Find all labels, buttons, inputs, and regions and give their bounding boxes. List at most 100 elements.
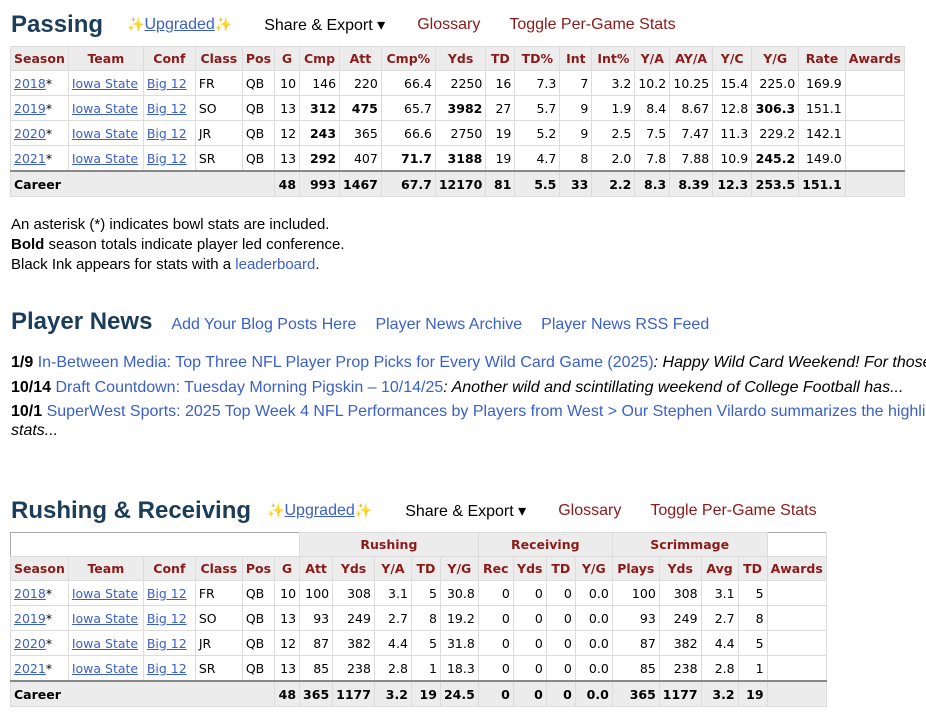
column-header[interactable]: Cmp% <box>380 46 436 71</box>
column-header[interactable]: Yds <box>512 556 547 581</box>
column-header[interactable]: Y/C <box>712 46 753 71</box>
column-header[interactable]: Plays <box>611 556 660 581</box>
column-header[interactable]: Team <box>67 556 144 581</box>
column-header[interactable]: Class <box>194 556 243 581</box>
column-header[interactable]: Rec <box>477 556 514 581</box>
column-header[interactable]: TD <box>410 556 441 581</box>
stat-cell: 4.7 <box>514 145 561 172</box>
column-header[interactable]: Int <box>559 46 593 71</box>
season-link[interactable]: 2019 <box>14 100 46 116</box>
column-header[interactable]: Awards <box>766 556 827 581</box>
column-header[interactable]: TD% <box>514 46 561 71</box>
glossary-button[interactable]: Glossary <box>417 16 481 33</box>
news-link[interactable]: Draft Countdown: Tuesday Morning Pigskin… <box>55 379 444 396</box>
column-header[interactable]: Awards <box>844 46 905 71</box>
stat-cell: 238 <box>658 655 702 682</box>
column-header[interactable]: Int% <box>591 46 636 71</box>
share-export-button[interactable]: Share & Export ▾ <box>264 17 386 34</box>
column-header[interactable]: Att <box>339 46 382 71</box>
news-archive-link[interactable]: Player News Archive <box>375 316 523 333</box>
stat-cell: 3.2 <box>373 680 412 707</box>
team-link[interactable]: Iowa State <box>71 125 139 141</box>
season-link[interactable]: 2020 <box>14 125 46 141</box>
toggle-per-game-button[interactable]: Toggle Per-Game Stats <box>509 16 676 33</box>
conf-link[interactable]: Big 12 <box>146 100 187 116</box>
bold-note: Bold season totals indicate player led c… <box>11 236 345 253</box>
team-link[interactable]: Iowa State <box>71 585 139 601</box>
column-header[interactable]: Y/A <box>373 556 412 581</box>
stat-cell: 407 <box>339 145 382 172</box>
season-link[interactable]: 2019 <box>14 610 46 626</box>
stat-cell: 4.4 <box>700 630 739 656</box>
conf-link[interactable]: Big 12 <box>146 150 187 166</box>
column-header[interactable]: G <box>274 46 301 71</box>
column-header[interactable]: Conf <box>142 556 196 581</box>
column-header[interactable]: G <box>274 556 301 581</box>
rss-feed-link[interactable]: Player News RSS Feed <box>541 316 710 333</box>
conf-link[interactable]: Big 12 <box>146 75 187 91</box>
column-header[interactable]: Class <box>194 46 243 71</box>
column-header[interactable]: Yds <box>434 46 487 71</box>
upgraded-link[interactable]: Upgraded <box>284 502 355 519</box>
season-link[interactable]: 2021 <box>14 150 46 166</box>
column-header[interactable]: Pos <box>241 556 276 581</box>
stat-cell: 2.8 <box>373 655 412 682</box>
stat-cell: 5 <box>737 630 768 656</box>
add-blog-link[interactable]: Add Your Blog Posts Here <box>171 316 357 333</box>
conf-link[interactable]: Big 12 <box>146 660 187 676</box>
toggle-per-game-button[interactable]: Toggle Per-Game Stats <box>650 502 817 519</box>
upgraded-link[interactable]: Upgraded <box>144 16 215 33</box>
column-header[interactable]: AY/A <box>669 46 714 71</box>
season-link[interactable]: 2018 <box>14 585 46 601</box>
column-header[interactable]: Y/G <box>574 556 613 581</box>
conf-link[interactable]: Big 12 <box>146 125 187 141</box>
column-header[interactable]: Y/A <box>634 46 671 71</box>
column-header[interactable]: Season <box>10 46 69 71</box>
stat-cell: 2250 <box>434 70 487 96</box>
stat-cell: 10 <box>274 70 301 96</box>
season-link[interactable]: 2018 <box>14 75 46 91</box>
team-link[interactable]: Iowa State <box>71 75 139 91</box>
column-header[interactable]: Y/G <box>751 46 800 71</box>
sparkle-icon: ✨ <box>214 16 233 32</box>
column-header[interactable]: Att <box>299 556 334 581</box>
team-link[interactable]: Iowa State <box>71 660 139 676</box>
column-header[interactable]: Cmp <box>299 46 341 71</box>
column-header[interactable]: Y/G <box>439 556 479 581</box>
leaderboard-link[interactable]: leaderboard <box>235 256 316 273</box>
column-header[interactable]: Season <box>10 556 69 581</box>
stat-cell: 2.5 <box>591 120 636 146</box>
column-header[interactable]: Avg <box>700 556 739 581</box>
glossary-button[interactable]: Glossary <box>558 502 622 519</box>
career-label: Career <box>9 680 276 707</box>
stat-cell: 7.3 <box>514 70 561 96</box>
column-header[interactable]: Conf <box>142 46 196 71</box>
share-export-button[interactable]: Share & Export ▾ <box>405 503 527 520</box>
column-header[interactable]: Pos <box>241 46 276 71</box>
column-header[interactable]: Yds <box>332 556 375 581</box>
column-header[interactable]: TD <box>485 46 516 71</box>
news-link[interactable]: SuperWest Sports: 2025 Top Week 4 NFL Pe… <box>46 403 926 420</box>
team-link[interactable]: Iowa State <box>71 150 139 166</box>
season-link[interactable]: 2021 <box>14 660 46 676</box>
stat-cell: 5 <box>410 580 441 606</box>
conf-link[interactable]: Big 12 <box>146 585 187 601</box>
column-header[interactable]: Rate <box>798 46 846 71</box>
team-link[interactable]: Iowa State <box>71 100 139 116</box>
stat-cell: 12 <box>274 630 301 656</box>
column-header[interactable]: Team <box>67 46 144 71</box>
table-header-row: Season Team Conf Class Pos G Cmp Att Cmp% Yds TD TD… <box>10 46 905 71</box>
news-link[interactable]: In-Between Media: Top Three NFL Player P… <box>37 354 654 371</box>
team-link[interactable]: Iowa State <box>71 635 139 651</box>
team-link[interactable]: Iowa State <box>71 610 139 626</box>
column-header[interactable]: TD <box>737 556 768 581</box>
column-header[interactable]: TD <box>545 556 576 581</box>
stat-cell: 5.7 <box>514 95 561 121</box>
rushing-upgraded[interactable]: ✨Upgraded✨ <box>267 502 372 520</box>
stat-cell: 2.7 <box>373 605 412 631</box>
column-header[interactable]: Yds <box>658 556 702 581</box>
conf-link[interactable]: Big 12 <box>146 635 187 651</box>
conf-link[interactable]: Big 12 <box>146 610 187 626</box>
season-link[interactable]: 2020 <box>14 635 46 651</box>
passing-upgraded[interactable]: ✨Upgraded✨ <box>127 16 232 34</box>
